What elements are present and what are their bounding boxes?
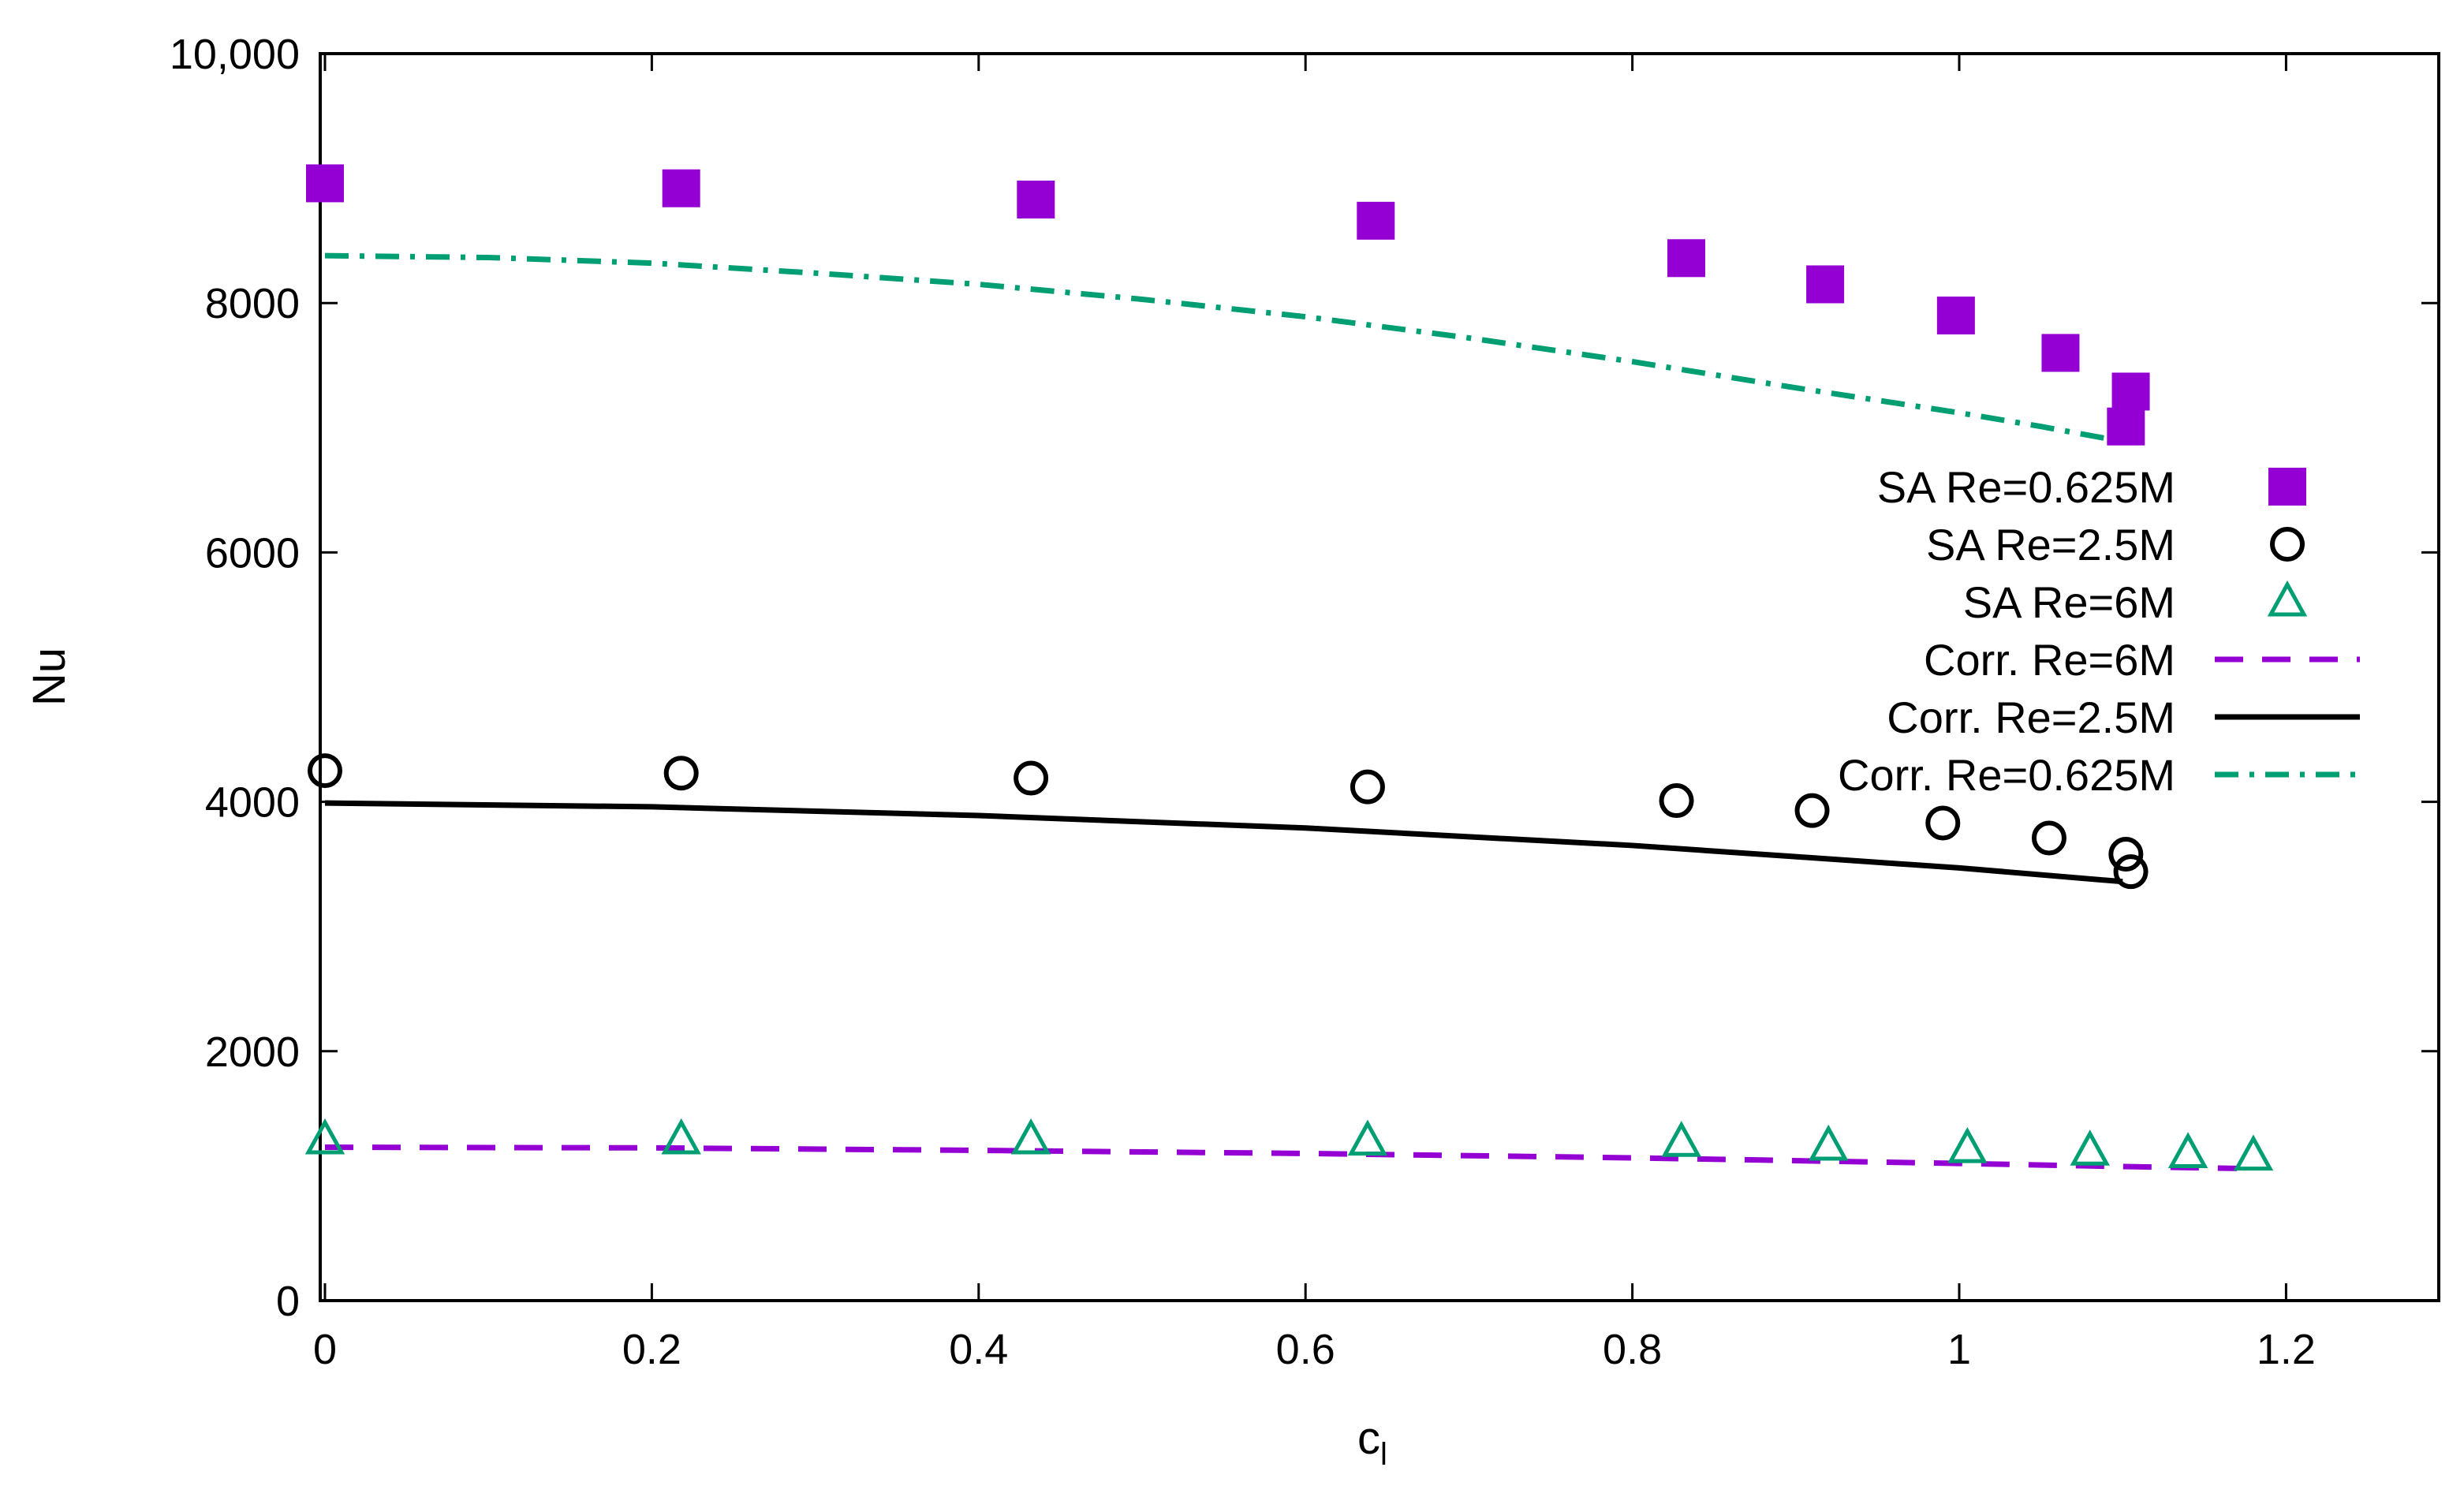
series-corr-re-6m [324,1144,2238,1171]
series-sa-re-6m [304,1118,2274,1171]
data-point [662,169,700,207]
legend: SA Re=0.625M SA Re=2.5M SA Re=6M Corr. Re=6… [1838,462,2360,800]
x-tick-label: 0.6 [1276,1326,1335,1373]
data-point [2107,407,2145,446]
y-tick-labels: 0 2000 4000 6000 8000 10,000 [170,31,300,1325]
data-point [2111,372,2150,411]
legend-entry: Corr. Re=2.5M [1887,693,2360,742]
x-axis-title-main: c [1357,1413,1380,1464]
x-axis-title: cl [1357,1413,1387,1472]
x-tick-label: 0.2 [622,1326,681,1373]
data-point [2070,1129,2110,1166]
data-point [1794,793,1830,828]
x-tick-label: 0 [313,1326,337,1373]
data-point [304,1118,345,1155]
x-axis-title-subscript: l [1380,1437,1387,1472]
data-point [306,164,344,203]
data-point [2113,854,2149,890]
data-point [1357,201,1395,240]
data-point [1017,180,1055,218]
series-sa-re-0-625m [306,164,2150,446]
data-point [661,1118,701,1155]
data-point [1947,1126,1988,1163]
data-point [1659,783,1694,819]
data-point [2233,1134,2274,1171]
legend-label: SA Re=6M [1963,577,2175,627]
data-point [1350,769,1385,805]
data-point [1809,1124,1849,1161]
data-point [1667,239,1705,278]
legend-entry: SA Re=6M [1963,577,2308,627]
x-tick-label: 1 [1947,1326,1971,1373]
series-corr-re-2-5m [324,800,2123,885]
series-layer [304,164,2274,1171]
legend-marker [2267,580,2308,617]
data-point [308,753,342,789]
y-axis-title: Nu [24,648,75,706]
series-line [324,1144,2238,1171]
data-point [1661,1121,1701,1157]
series-line [324,800,2123,885]
series-sa-re-2-5m [308,753,2149,890]
legend-label: SA Re=2.5M [1926,520,2175,569]
data-point [2167,1132,2208,1168]
legend-entry: Corr. Re=0.625M [1838,750,2360,800]
y-tick-label: 0 [276,1278,300,1325]
legend-marker [2268,468,2306,506]
series-corr-re-0-625m [324,252,2123,445]
legend-entry: SA Re=2.5M [1926,520,2305,569]
x-tick-label: 1.2 [2257,1326,2316,1373]
data-point [663,756,699,791]
y-tick-label: 10,000 [170,31,300,78]
x-tick-labels: 0 0.2 0.4 0.6 0.8 1 1.2 [313,1326,2316,1373]
axis-ticks [320,52,2439,1302]
data-point [1806,265,1845,304]
data-point [2108,837,2144,872]
legend-entry: Corr. Re=6M [1924,635,2360,685]
data-point [2031,820,2066,856]
legend-label: Corr. Re=0.625M [1838,750,2175,800]
data-point [1010,1118,1051,1155]
x-tick-label: 0.4 [949,1326,1008,1373]
legend-label: Corr. Re=2.5M [1887,693,2175,742]
legend-label: Corr. Re=6M [1924,635,2175,685]
x-tick-label: 0.8 [1603,1326,1662,1373]
legend-label: SA Re=0.625M [1877,462,2175,512]
legend-entry: SA Re=0.625M [1877,462,2306,512]
data-point [2041,334,2080,372]
y-tick-label: 6000 [205,529,300,577]
plot-area [319,52,2440,1302]
data-point [1347,1119,1388,1156]
data-point [1014,760,1049,796]
series-line [324,252,2123,445]
y-tick-label: 8000 [205,280,300,327]
data-point [1936,297,1975,335]
data-point [1925,805,1961,841]
y-tick-label: 4000 [205,779,300,827]
legend-marker [2270,527,2305,562]
y-tick-label: 2000 [205,1029,300,1076]
